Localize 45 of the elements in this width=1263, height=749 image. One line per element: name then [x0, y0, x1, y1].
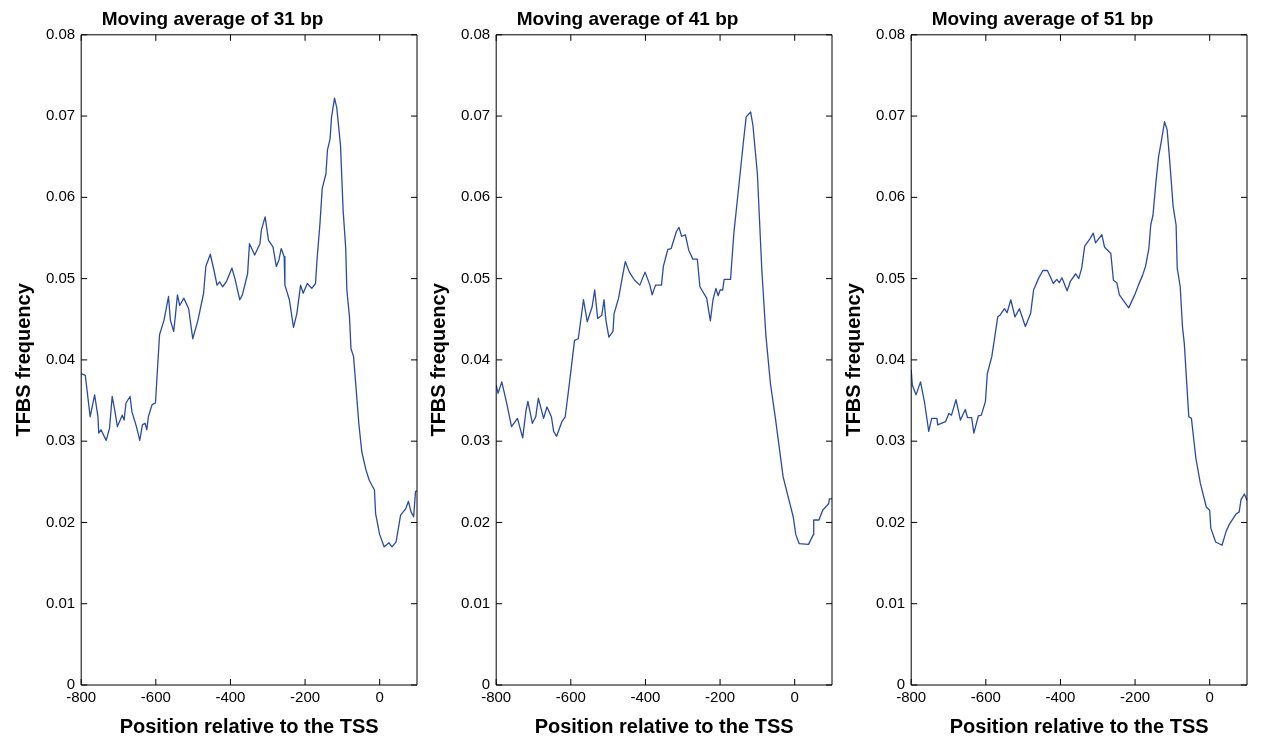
chart-title: Moving average of 41 bp — [516, 7, 739, 29]
x-tick-label: -200 — [1120, 688, 1151, 706]
x-axis-title: Position relative to the TSS — [949, 714, 1209, 737]
x-tick-label: -600 — [140, 688, 171, 706]
x-tick-label: -400 — [1045, 688, 1076, 706]
y-axis-title: TFBS frequency — [841, 282, 864, 437]
y-tick-label: 0.01 — [875, 593, 906, 611]
y-tick-label: 0.07 — [460, 106, 491, 124]
y-tick-label: 0.06 — [460, 187, 491, 205]
y-tick-label: 0.03 — [45, 431, 76, 449]
y-tick-label: 0.08 — [875, 24, 906, 42]
y-tick-label: 0.06 — [45, 187, 76, 205]
x-tick-label: 0 — [375, 688, 384, 706]
y-tick-label: 0.05 — [460, 268, 491, 286]
y-tick-label: 0.02 — [460, 512, 491, 530]
y-tick-label: 0.02 — [875, 512, 906, 530]
y-tick-label: 0.03 — [460, 431, 491, 449]
y-tick-label: 0.05 — [45, 268, 76, 286]
chart-title: Moving average of 51 bp — [931, 7, 1154, 29]
y-axis-title: TFBS frequency — [11, 282, 34, 437]
y-tick-label: 0.07 — [45, 106, 76, 124]
y-tick-label: 0.06 — [875, 187, 906, 205]
y-tick-label: 0.02 — [45, 512, 76, 530]
x-tick-label: 0 — [1205, 688, 1214, 706]
y-tick-label: 0.04 — [875, 350, 906, 368]
x-axis-title: Position relative to the TSS — [534, 714, 794, 737]
y-axis-title: TFBS frequency — [426, 282, 449, 437]
x-tick-label: 0 — [790, 688, 799, 706]
y-tick-label: 0.01 — [45, 593, 76, 611]
y-tick-label: 0.01 — [460, 593, 491, 611]
x-tick-label: -200 — [290, 688, 321, 706]
y-tick-label: 0.04 — [45, 350, 76, 368]
chart-title: Moving average of 31 bp — [101, 7, 324, 29]
y-tick-label: 0.08 — [460, 24, 491, 42]
y-tick-label: 0.07 — [875, 106, 906, 124]
x-axis-title: Position relative to the TSS — [119, 714, 379, 737]
x-tick-label: -400 — [630, 688, 661, 706]
y-tick-label: 0.08 — [45, 24, 76, 42]
y-tick-label: 0.05 — [875, 268, 906, 286]
x-tick-label: -200 — [705, 688, 736, 706]
x-tick-label: -600 — [970, 688, 1001, 706]
x-tick-label: -600 — [555, 688, 586, 706]
x-tick-label: -400 — [215, 688, 246, 706]
y-tick-label: 0.04 — [460, 350, 491, 368]
y-tick-label: 0.03 — [875, 431, 906, 449]
